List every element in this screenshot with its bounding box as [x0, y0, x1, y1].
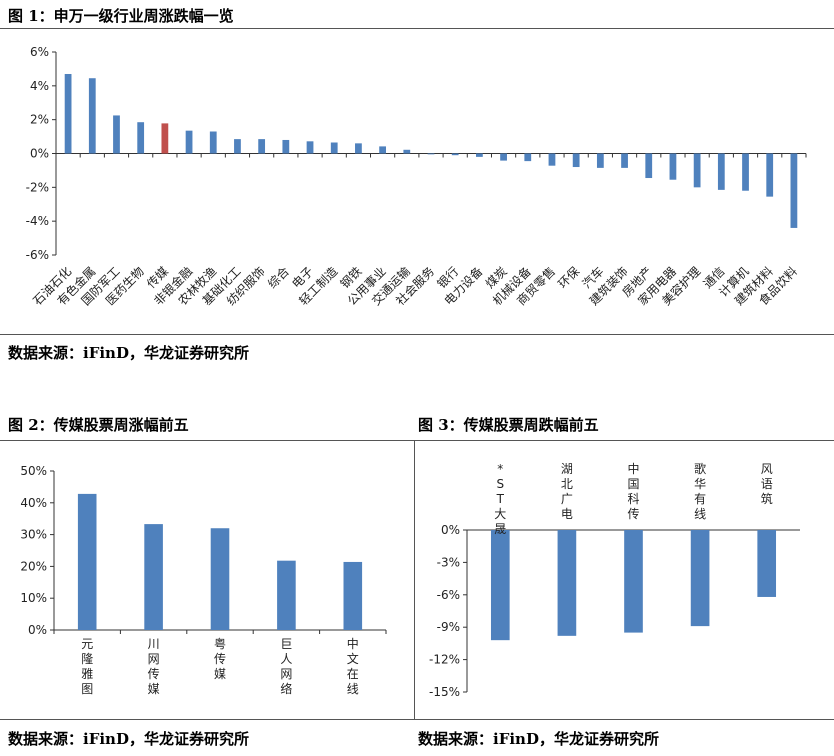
bar: [258, 139, 266, 154]
bar: [624, 530, 643, 633]
bar: [144, 524, 163, 630]
bar: [693, 153, 701, 188]
x-tick-label: 川网传媒: [148, 637, 160, 696]
x-tick-label: 元隆雅图: [81, 637, 93, 696]
bar: [790, 153, 798, 228]
x-tick-label: 中文在线: [347, 636, 359, 696]
y-tick-label: -3%: [437, 555, 460, 569]
bar: [209, 131, 217, 154]
figure-1-top-rule: [0, 28, 834, 29]
x-tick-label: 粤传媒: [214, 636, 226, 681]
bar: [669, 153, 677, 180]
bar: [185, 130, 193, 154]
x-tick-label: 歌华有线: [694, 461, 706, 521]
bar: [113, 115, 120, 154]
y-tick-label: 40%: [20, 496, 47, 510]
bar: [161, 123, 169, 154]
x-tick-label: 中国科传: [627, 461, 639, 521]
figure-1-title: 图 1：申万一级行业周涨跌幅一览: [8, 7, 234, 25]
y-tick-label: 4%: [30, 79, 49, 93]
bar: [476, 153, 483, 157]
bar: [64, 73, 72, 154]
bar: [524, 153, 532, 162]
bar: [355, 143, 362, 154]
figures-2-3-top-rule: [0, 440, 834, 441]
x-tick-label: * S T 大晟: [494, 462, 506, 536]
y-tick-label: 10%: [20, 591, 47, 605]
bar: [306, 141, 314, 154]
y-tick-label: -12%: [429, 653, 460, 667]
bar: [621, 153, 628, 168]
figure-2-source: 数据来源：iFinD，华龙证券研究所: [8, 730, 249, 748]
bar: [572, 153, 580, 168]
y-tick-label: -6%: [437, 588, 460, 602]
bar: [557, 530, 577, 636]
figure-2-title: 图 2：传媒股票周涨幅前五: [8, 416, 189, 434]
bar: [490, 530, 510, 641]
bar: [500, 153, 507, 161]
bar: [548, 153, 556, 166]
bar: [137, 122, 145, 154]
x-tick-label: 湖北广电: [561, 461, 573, 521]
y-tick-label: 0%: [30, 147, 49, 161]
x-tick-label: 巨人网络: [280, 637, 292, 696]
x-tick-label: 风语筑: [761, 462, 773, 506]
figure-3-title: 图 3：传媒股票周跌幅前五: [418, 416, 599, 434]
y-tick-label: 6%: [30, 45, 49, 59]
bar: [690, 530, 710, 627]
y-tick-label: 2%: [30, 113, 49, 127]
bar: [451, 153, 459, 156]
figure-1-source: 数据来源：iFinD，华龙证券研究所: [8, 344, 249, 362]
figure-3-source: 数据来源：iFinD，华龙证券研究所: [418, 730, 659, 748]
bar: [277, 560, 296, 630]
y-tick-label: -9%: [437, 620, 460, 634]
y-tick-label: -2%: [26, 180, 49, 194]
bar: [742, 153, 749, 191]
y-tick-label: 0%: [28, 623, 47, 637]
bar: [282, 139, 290, 154]
bar: [757, 530, 777, 597]
y-tick-label: -15%: [429, 685, 460, 699]
bar: [645, 153, 653, 179]
bar: [766, 153, 774, 197]
bar: [210, 528, 230, 630]
bar: [77, 493, 97, 630]
bar: [343, 561, 363, 630]
y-tick-label: -6%: [26, 248, 49, 262]
y-tick-label: 50%: [20, 464, 47, 478]
y-tick-label: 0%: [441, 523, 460, 537]
bar: [330, 142, 338, 154]
bar: [403, 149, 411, 154]
bar: [717, 153, 725, 190]
y-tick-label: -4%: [26, 214, 49, 228]
bar: [596, 153, 604, 168]
bar: [427, 153, 435, 155]
bar: [379, 146, 386, 154]
figures-divider: [414, 440, 415, 720]
bar: [234, 139, 241, 154]
y-tick-label: 30%: [20, 528, 47, 542]
figure-1-bottom-rule: [0, 334, 834, 335]
bar: [88, 78, 96, 154]
y-tick-label: 20%: [20, 559, 47, 573]
figures-2-3-bottom-rule: [0, 719, 834, 720]
